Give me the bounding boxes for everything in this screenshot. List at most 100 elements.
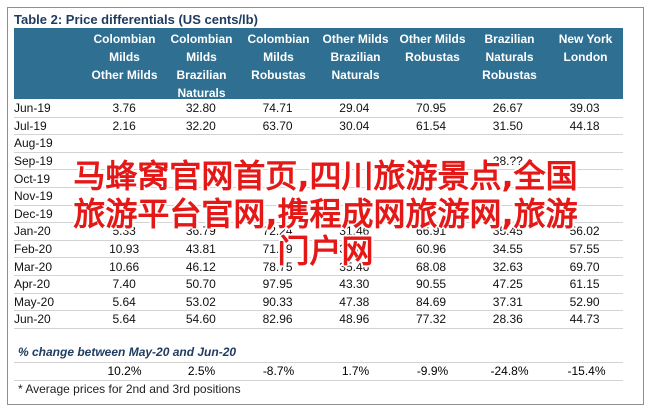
row-label: Sep-19	[14, 152, 86, 171]
row-label: Jan-20	[14, 222, 86, 241]
table-cell	[239, 205, 316, 224]
header-col-2: Colombian Milds Brazilian Naturals	[163, 28, 240, 100]
header-text: Other Milds	[322, 32, 389, 46]
table-cell: 30.04	[315, 117, 393, 136]
table-row: Oct-19	[14, 169, 623, 188]
table-cell: 44.73	[546, 310, 623, 329]
header-text: Naturals	[485, 50, 534, 64]
table-cell	[546, 134, 623, 153]
table-cell	[469, 205, 547, 224]
table-row: Nov-19	[14, 187, 623, 206]
table-cell: 70.95	[392, 100, 470, 118]
table-cell: 7.40	[85, 275, 163, 294]
pct-cell: 2.5%	[187, 364, 216, 378]
table-row: Apr-20 7.40 50.70 97.95 43.30 90.55 47.25 61.15	[14, 275, 623, 294]
header-text: Milds	[263, 50, 294, 64]
table-cell	[546, 152, 623, 171]
table-cell	[85, 134, 163, 153]
footnote: * Average prices for 2nd and 3rd positio…	[18, 382, 241, 396]
table-cell: 26.67	[469, 100, 547, 118]
table-cell: 34.55	[469, 240, 547, 259]
table-cell	[239, 169, 316, 188]
header-text: Colombian	[170, 32, 233, 46]
table-cell: 47.25	[469, 275, 547, 294]
table-cell	[162, 134, 240, 153]
header-text: Naturals	[177, 86, 226, 100]
table-cell: 90.33	[239, 293, 316, 312]
row-label: Mar-20	[14, 257, 86, 276]
table-row: Jan-20 5.33 36.79 72.24 31.46 66.91 35.45 56.02	[14, 222, 623, 241]
header-text: Brazilian	[484, 32, 535, 46]
header-text: Milds	[109, 50, 140, 64]
overlay-text-line-3: 门户网	[277, 232, 374, 270]
table-cell	[392, 134, 470, 153]
table-cell	[546, 205, 623, 224]
table-cell: 43.81	[162, 240, 240, 259]
row-label: Jun-19	[14, 100, 86, 118]
table-cell: 52.90	[546, 293, 623, 312]
table-cell: 32.89	[315, 240, 393, 259]
table-cell: 47.38	[315, 293, 393, 312]
table-cell: 32.20	[162, 117, 240, 136]
table-cell	[469, 187, 547, 206]
header-text: Robustas	[482, 68, 537, 82]
table-cell: 60.96	[392, 240, 470, 259]
table-cell: 3.76	[85, 100, 163, 118]
table-cell	[315, 205, 393, 224]
table-cell: 31.46	[315, 222, 393, 241]
header-col-1: Colombian Milds Other Milds	[86, 28, 163, 99]
table-cell	[85, 205, 163, 224]
table-cell: 44.18	[546, 117, 623, 136]
header-text: Other Milds	[91, 68, 158, 82]
table-cell	[239, 187, 316, 206]
table-cell	[162, 169, 240, 188]
header-text: Robustas	[405, 50, 460, 64]
table-row: Jun-19 3.76 32.80 74.71 29.04 70.95 26.67 39.03	[14, 100, 623, 118]
table-cell: 50.70	[162, 275, 240, 294]
table-cell: 66.91	[392, 222, 470, 241]
table-cell	[546, 187, 623, 206]
row-label: Apr-20	[14, 275, 86, 294]
table-cell: 28.36	[469, 310, 547, 329]
row-label: Oct-19	[14, 169, 86, 188]
table-cell	[239, 134, 316, 153]
table-row: Feb-20 10.93 43.81 71.89 32.89 60.96 34.55 57.5…	[14, 240, 623, 259]
table-cell: 54.60	[162, 310, 240, 329]
table-cell: 10.66	[85, 257, 163, 276]
table-row: May-20 5.64 53.02 90.33 47.38 84.69 37.31 52.90	[14, 293, 623, 312]
header-text: London	[563, 50, 608, 64]
header-col-3: Colombian Milds Robustas	[240, 28, 317, 99]
pct-cell: 10.2%	[107, 364, 142, 378]
header-col-7: New York London	[548, 28, 623, 99]
table-cell: 5.64	[85, 293, 163, 312]
overlay-text-line-2: 旅游平台官网,携程成网旅游网,旅游	[73, 195, 578, 233]
table-cell: 69.70	[546, 257, 623, 276]
table-cell: 10.93	[85, 240, 163, 259]
row-label: Aug-19	[14, 134, 86, 153]
table-cell: 90.55	[392, 275, 470, 294]
table-title: Table 2: Price differentials (US cents/l…	[14, 12, 258, 27]
header-text: Colombian	[93, 32, 156, 46]
row-label: Dec-19	[14, 205, 86, 224]
table-cell: 48.96	[315, 310, 393, 329]
table-cell: 53.02	[162, 293, 240, 312]
table-cell	[162, 152, 240, 171]
table-cell: 57.55	[546, 240, 623, 259]
table-row: Mar-20 10.66 46.12 78.75 35.46 68.08 32.63 69.7…	[14, 257, 623, 276]
header-col-4: Other Milds Brazilian Naturals	[317, 28, 394, 99]
header-col-5: Other Milds Robustas	[394, 28, 471, 99]
table-cell: 72.24	[239, 222, 316, 241]
table-cell: 32.80	[162, 100, 240, 118]
table-row: Jun-20 5.64 54.60 82.96 48.96 77.32 28.36 44.73	[14, 310, 623, 329]
table-cell	[392, 187, 470, 206]
table-cell: 84.69	[392, 293, 470, 312]
header-text: New York	[558, 32, 613, 46]
table-cell: 68.08	[392, 257, 470, 276]
table-cell: 39.03	[546, 100, 623, 118]
row-label: Jun-20	[14, 310, 86, 329]
table-cell: 61.15	[546, 275, 623, 294]
pct-cell: -15.4%	[567, 364, 606, 378]
table-cell	[392, 169, 470, 188]
pct-change-title: % change between May-20 and Jun-20	[18, 345, 237, 359]
table-row: Sep-19 28.??	[14, 152, 623, 171]
